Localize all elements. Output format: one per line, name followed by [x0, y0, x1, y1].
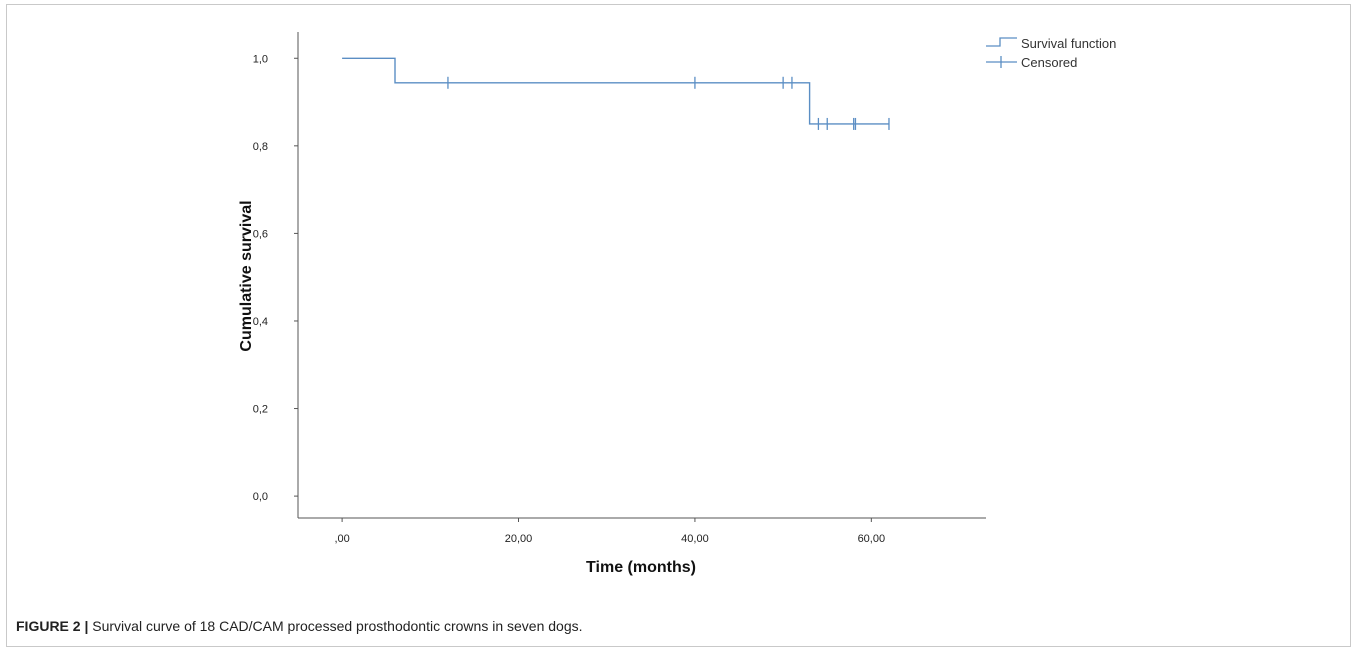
x-axis-title: Time (months) [586, 559, 696, 576]
y-tick-label: 1,0 [253, 53, 268, 65]
x-tick-label: 40,00 [681, 533, 709, 545]
figure-caption-text: Survival curve of 18 CAD/CAM processed p… [88, 618, 583, 634]
x-tick-label: ,00 [334, 533, 349, 545]
y-tick-label: 0,8 [253, 141, 268, 153]
x-tick-label: 20,00 [505, 533, 533, 545]
y-axis-title: Cumulative survival [238, 200, 255, 351]
chart-axes [297, 32, 986, 519]
legend-survival-function-swatch [986, 37, 1017, 47]
y-tick-label: 0,0 [253, 491, 268, 503]
y-tick-label: 0,2 [253, 404, 268, 416]
survival-chart: 0,0 0,2 0,4 0,6 0,8 1,0 ,00 20,00 40,00 60,00 Cum… [238, 32, 1116, 576]
legend-censored-label: Censored [1021, 55, 1077, 70]
x-tick-label: 60,00 [858, 533, 886, 545]
y-tick-label: 0,4 [253, 316, 268, 328]
chart-ticks: 0,0 0,2 0,4 0,6 0,8 1,0 ,00 20,00 40,00 60,00 [253, 53, 885, 545]
legend-survival-function-label: Survival function [1021, 36, 1116, 51]
figure-caption: FIGURE 2 | Survival curve of 18 CAD/CAM … [16, 618, 583, 634]
y-tick-label: 0,6 [253, 228, 268, 240]
figure-caption-label: FIGURE 2 | [16, 618, 89, 634]
chart-marks [342, 57, 890, 130]
figure-frame [6, 4, 1351, 647]
survival-function-line [342, 57, 889, 125]
chart-legend: Survival function Censored [986, 36, 1116, 70]
